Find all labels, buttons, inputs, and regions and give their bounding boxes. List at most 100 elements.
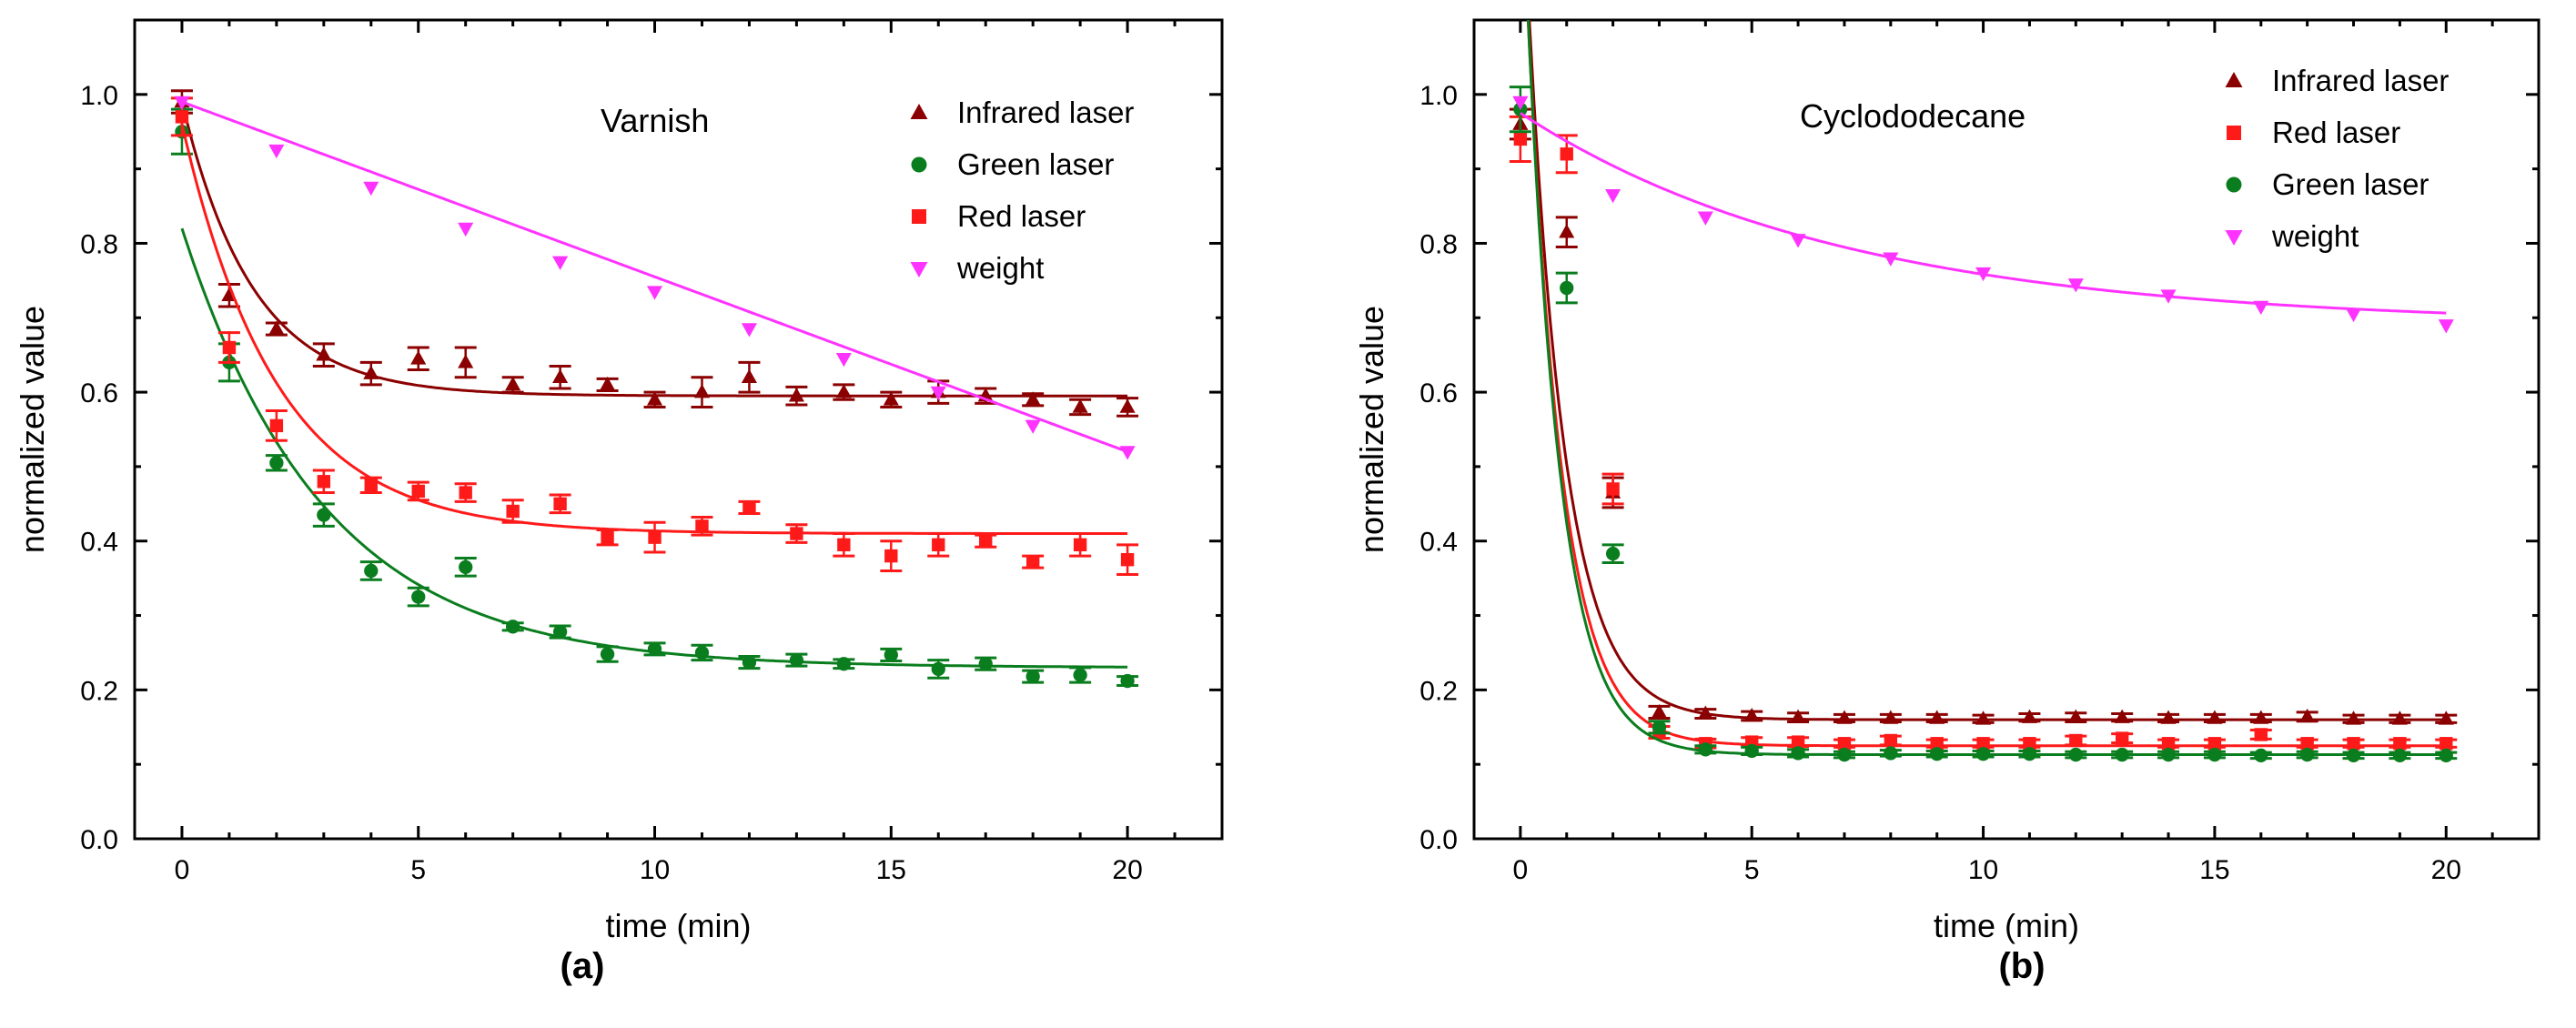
legend-marker	[910, 262, 928, 277]
data-point	[458, 222, 474, 237]
data-point	[1025, 669, 1040, 684]
y-tick-label: 1.0	[80, 81, 118, 111]
data-point	[552, 368, 569, 384]
data-point	[269, 418, 284, 433]
data-point	[2300, 737, 2314, 751]
series-red-laser	[170, 96, 1139, 577]
x-tick-label: 10	[1968, 855, 1998, 885]
data-point	[506, 504, 520, 519]
legend: Infrared laser Green laser Red laser weight	[910, 96, 1134, 285]
legend-label: Infrared laser	[957, 96, 1134, 129]
data-point	[1929, 710, 1945, 724]
data-point	[1790, 234, 1806, 248]
data-point	[836, 657, 851, 671]
data-point	[1651, 703, 1668, 719]
data-point	[835, 352, 852, 368]
y-tick-label: 0.8	[1419, 229, 1458, 259]
data-point	[2438, 319, 2454, 334]
x-tick-label: 15	[876, 855, 906, 885]
data-point	[1791, 735, 1805, 749]
legend-label: weight	[956, 251, 1044, 285]
x-tick-label: 15	[2199, 855, 2229, 885]
y-tick-label: 0.6	[80, 378, 118, 408]
legend-label: weight	[2271, 219, 2359, 253]
data-point	[2207, 737, 2222, 751]
data-point	[1975, 267, 1992, 282]
data-point	[317, 508, 331, 522]
x-tick-label: 5	[410, 855, 426, 885]
data-point	[1836, 710, 1853, 724]
data-point	[2299, 708, 2316, 723]
legend-label: Green laser	[2272, 167, 2429, 201]
data-point	[1073, 538, 1087, 552]
y-tick-label: 0.6	[1419, 378, 1458, 408]
plot-frame	[133, 18, 1224, 841]
data-point	[2254, 728, 2268, 741]
data-point	[741, 323, 757, 338]
data-point	[1605, 546, 1621, 561]
data-point	[1884, 733, 1898, 748]
legend-marker	[2226, 176, 2242, 193]
plot-area	[170, 89, 1139, 689]
legend-marker	[911, 156, 927, 173]
data-point	[2067, 278, 2084, 293]
data-point	[1791, 746, 1805, 761]
data-point	[1975, 711, 1992, 725]
data-point	[553, 497, 567, 511]
data-point	[2023, 737, 2036, 751]
chart-panel-a: 0 5 10 15 20 0.0 0.2 0.4 0.6 0.8 1.0 time (min) norm…	[14, 18, 1224, 986]
data-point	[648, 530, 662, 544]
data-point	[2300, 747, 2315, 762]
data-point	[647, 641, 662, 657]
data-point	[1743, 708, 1760, 722]
data-point	[2345, 711, 2362, 725]
data-point	[1975, 747, 1991, 761]
data-point	[2067, 709, 2084, 723]
data-point	[1559, 224, 1575, 238]
data-point	[978, 657, 993, 671]
y-tick-label: 0.4	[80, 528, 118, 558]
data-point	[646, 391, 663, 406]
data-point	[1930, 737, 1944, 751]
y-tick-label: 0.0	[1419, 825, 1458, 855]
data-point	[931, 661, 945, 677]
data-point	[505, 376, 521, 391]
data-point	[883, 391, 899, 406]
data-point	[317, 475, 331, 489]
data-point	[364, 479, 378, 492]
data-point	[175, 110, 189, 124]
data-point	[2068, 747, 2083, 762]
data-point	[1652, 720, 1667, 734]
data-point	[2022, 747, 2037, 761]
data-point	[2393, 737, 2407, 751]
data-point	[410, 350, 427, 365]
data-point	[741, 368, 757, 384]
chart-title: Cyclododecane	[1800, 97, 2025, 135]
y-tick-label: 0.2	[80, 676, 118, 706]
data-point	[2391, 711, 2408, 725]
x-tick-label: 20	[2431, 855, 2461, 885]
data-point	[364, 563, 379, 579]
y-tick-label: 1.0	[1419, 81, 1458, 111]
data-point	[2440, 737, 2453, 751]
data-point	[2161, 747, 2176, 762]
data-point	[1119, 446, 1136, 460]
series-infrared-laser	[1509, 20, 2458, 725]
data-point	[2115, 747, 2129, 762]
legend: Infrared laser Red laser Green laser weight	[2225, 64, 2449, 253]
data-point	[459, 559, 473, 575]
data-point	[1513, 132, 1528, 146]
data-point	[600, 376, 616, 391]
data-point	[837, 538, 851, 552]
data-point	[1120, 552, 1135, 567]
data-point	[1976, 737, 1990, 751]
panel-label: (b)	[1998, 946, 2045, 986]
data-point	[1930, 747, 1945, 761]
legend-label: Green laser	[957, 147, 1114, 181]
fit-curve	[181, 100, 1128, 453]
data-point	[932, 538, 945, 552]
data-point	[552, 256, 569, 270]
data-point	[1073, 668, 1087, 682]
